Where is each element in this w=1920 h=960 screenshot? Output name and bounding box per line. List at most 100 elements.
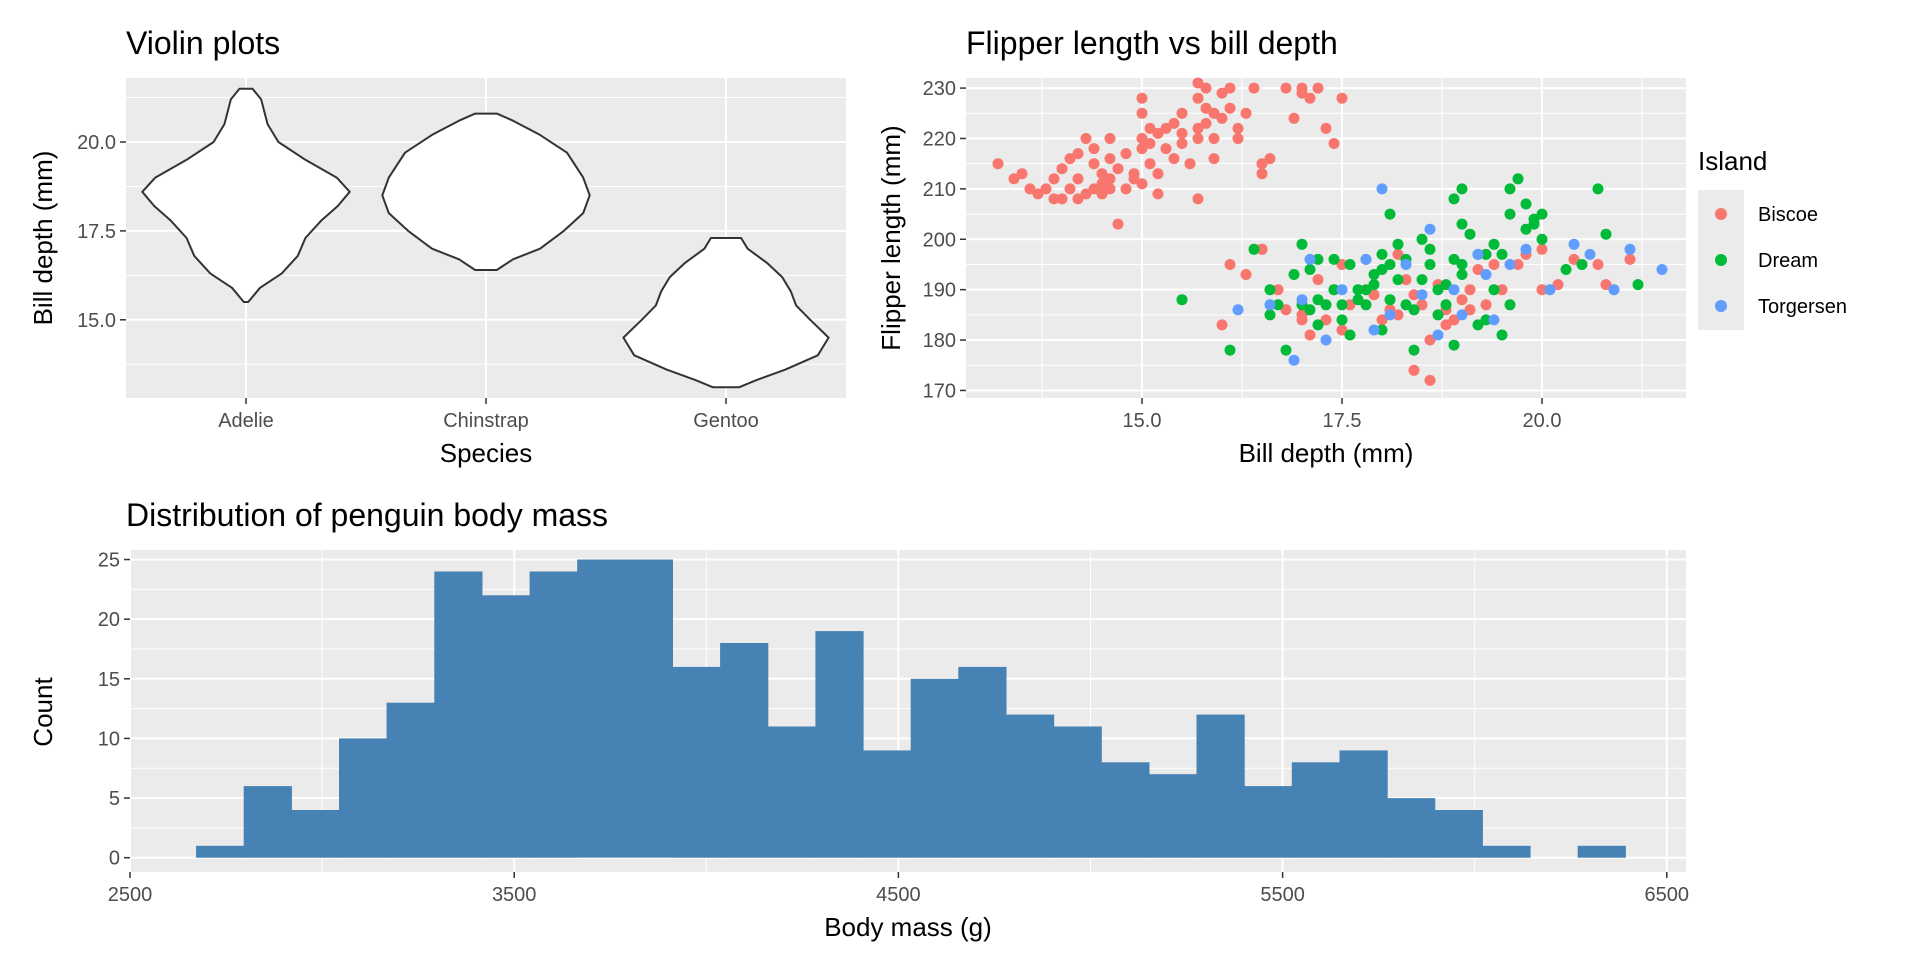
histogram-bar xyxy=(386,702,435,858)
histogram-bar xyxy=(1482,845,1531,858)
scatter-point-dream xyxy=(1312,253,1324,265)
scatter-point-biscoe xyxy=(1200,117,1212,129)
scatter-point-torgersen xyxy=(1288,354,1300,366)
scatter-point-biscoe xyxy=(1040,183,1052,195)
legend-key-dream xyxy=(1715,254,1727,266)
scatter-point-dream xyxy=(1328,284,1340,296)
scatter-point-dream xyxy=(1480,314,1492,326)
histogram-axes: 2500 3500 4500 5500 6500 0 5 10 15 20 25 xyxy=(98,550,1689,906)
scatter-point-dream xyxy=(1376,264,1388,275)
scatter-point-biscoe xyxy=(1208,153,1220,165)
y-tick-label: 220 xyxy=(923,128,956,150)
histogram-bar xyxy=(1244,786,1293,858)
x-tick-label: 17.5 xyxy=(1323,410,1362,432)
scatter-point-dream xyxy=(1464,228,1476,240)
scatter-title: Flipper length vs bill depth xyxy=(966,25,1338,61)
x-tick-label: 4500 xyxy=(876,884,921,906)
scatter-point-dream xyxy=(1376,248,1388,260)
histogram-panel: Distribution of penguin body mass 2500 35… xyxy=(28,497,1689,942)
scatter-point-biscoe xyxy=(1464,284,1476,296)
scatter-point-torgersen xyxy=(1416,289,1428,301)
histogram-bar xyxy=(1101,762,1150,858)
scatter-point-biscoe xyxy=(1408,364,1420,376)
scatter-point-biscoe xyxy=(1392,248,1404,260)
y-tick-label: 170 xyxy=(923,380,956,402)
scatter-point-dream xyxy=(1536,208,1548,220)
scatter-point-dream xyxy=(1368,269,1380,280)
scatter-point-biscoe xyxy=(1144,122,1156,134)
scatter-point-biscoe xyxy=(1048,193,1060,205)
legend-label-torgersen: Torgersen xyxy=(1758,296,1847,318)
scatter-point-biscoe xyxy=(1280,82,1292,94)
scatter-point-biscoe xyxy=(1192,77,1204,89)
scatter-point-dream xyxy=(1360,299,1372,311)
scatter-point-biscoe xyxy=(1592,259,1604,270)
scatter-point-biscoe xyxy=(1264,153,1276,165)
scatter-point-biscoe xyxy=(1376,314,1388,326)
scatter-point-biscoe xyxy=(1536,243,1548,255)
scatter-point-biscoe xyxy=(1056,193,1068,205)
scatter-point-dream xyxy=(1296,238,1308,250)
scatter-point-dream xyxy=(1504,183,1516,195)
histogram-bar xyxy=(243,786,292,858)
histogram-y-axis-title: Count xyxy=(28,677,58,747)
scatter-point-biscoe xyxy=(1312,82,1324,94)
scatter-point-torgersen xyxy=(1296,294,1308,306)
scatter-point-dream xyxy=(1488,238,1500,250)
scatter-point-biscoe xyxy=(1128,168,1140,180)
scatter-point-torgersen xyxy=(1568,238,1580,250)
x-tick-label: 20.0 xyxy=(1523,410,1562,432)
scatter-point-dream xyxy=(1344,259,1356,270)
x-tick-label: 5500 xyxy=(1260,884,1305,906)
scatter-point-biscoe xyxy=(1176,107,1188,119)
scatter-point-biscoe xyxy=(1136,133,1148,144)
scatter-point-biscoe xyxy=(1448,314,1460,326)
scatter-point-torgersen xyxy=(1656,264,1668,275)
legend-items: Biscoe Dream Torgersen xyxy=(1715,204,1847,318)
scatter-point-torgersen xyxy=(1264,299,1276,311)
y-tick-label: 20.0 xyxy=(77,132,116,154)
violin-adelie xyxy=(141,87,351,303)
scatter-point-dream xyxy=(1496,248,1508,260)
scatter-point-biscoe xyxy=(1320,122,1332,134)
scatter-point-dream xyxy=(1496,329,1508,341)
scatter-point-dream xyxy=(1328,253,1340,265)
scatter-legend: Island Biscoe Dream Torgersen xyxy=(1698,146,1847,330)
scatter-point-torgersen xyxy=(1424,223,1436,235)
violin-panel: Violin plots 15.0 17.5 20.0 Adelie Chinstrap… xyxy=(28,25,846,468)
histogram-bar xyxy=(624,559,673,858)
scatter-point-biscoe xyxy=(1056,163,1068,175)
scatter-point-biscoe xyxy=(1104,153,1116,165)
histogram-bar xyxy=(291,810,340,858)
legend-label-dream: Dream xyxy=(1758,250,1818,272)
y-tick-label: 210 xyxy=(923,179,956,201)
scatter-point-biscoe xyxy=(1176,138,1188,149)
scatter-point-dream xyxy=(1384,294,1396,306)
scatter-point-biscoe xyxy=(1112,163,1124,175)
scatter-point-biscoe xyxy=(1176,127,1188,139)
y-tick-label: 5 xyxy=(109,788,120,810)
legend-label-biscoe: Biscoe xyxy=(1758,204,1818,226)
scatter-point-biscoe xyxy=(1216,87,1228,99)
histogram-bar xyxy=(529,571,578,858)
scatter-point-dream xyxy=(1384,259,1396,270)
scatter-point-biscoe xyxy=(1152,127,1164,139)
scatter-y-axis-title: Flipper length (mm) xyxy=(876,125,906,350)
scatter-point-biscoe xyxy=(1552,279,1564,291)
scatter-point-biscoe xyxy=(1224,102,1236,114)
scatter-point-biscoe xyxy=(1304,92,1316,104)
scatter-point-biscoe xyxy=(1328,138,1340,149)
scatter-point-biscoe xyxy=(1296,87,1308,99)
legend-key-biscoe xyxy=(1715,208,1727,220)
scatter-point-biscoe xyxy=(1496,284,1508,296)
scatter-point-dream xyxy=(1528,213,1540,225)
scatter-point-biscoe xyxy=(1192,92,1204,104)
scatter-point-biscoe xyxy=(1200,82,1212,94)
scatter-point-torgersen xyxy=(1472,248,1484,260)
scatter-point-torgersen xyxy=(1336,284,1348,296)
scatter-point-biscoe xyxy=(1104,133,1116,144)
scatter-point-dream xyxy=(1408,344,1420,356)
scatter-point-biscoe xyxy=(1136,143,1148,155)
scatter-point-biscoe xyxy=(1288,112,1300,124)
scatter-point-torgersen xyxy=(1400,259,1412,270)
